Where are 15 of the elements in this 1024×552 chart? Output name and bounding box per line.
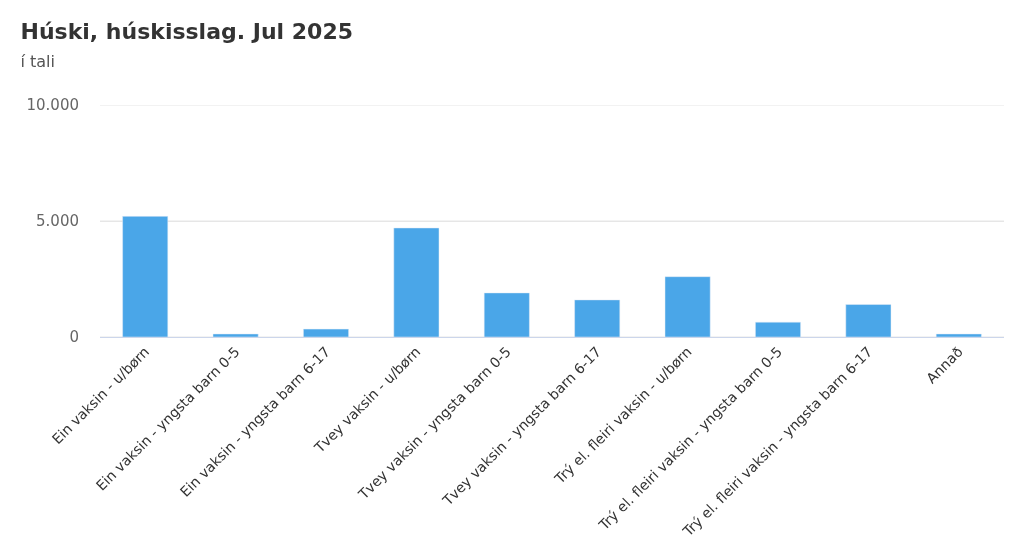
chart-subtitle: í tali bbox=[20, 52, 55, 72]
bar bbox=[122, 216, 169, 337]
bar bbox=[664, 276, 711, 337]
y-tick-label: 10.000 bbox=[26, 96, 79, 115]
bar bbox=[212, 333, 259, 337]
bar bbox=[393, 227, 440, 337]
chart-title: Húski, húskisslag. Jul 2025 bbox=[20, 18, 354, 44]
y-tick-label: 0 bbox=[69, 328, 79, 347]
bar bbox=[755, 321, 801, 337]
bar bbox=[845, 304, 892, 337]
bar bbox=[483, 292, 530, 337]
bar bbox=[935, 333, 982, 337]
y-tick-label: 5.000 bbox=[36, 212, 79, 231]
bar bbox=[303, 328, 349, 337]
bar bbox=[574, 299, 621, 337]
